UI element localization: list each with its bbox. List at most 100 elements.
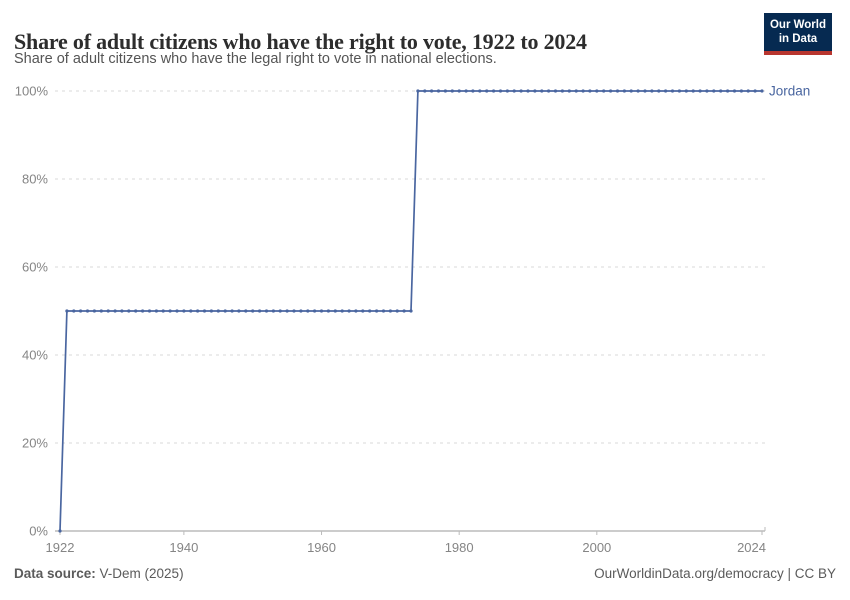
data-point[interactable] [251,309,255,313]
data-point[interactable] [457,89,461,93]
data-point[interactable] [712,89,716,93]
entity-label[interactable]: Jordan [769,84,810,99]
data-point[interactable] [120,309,124,313]
data-point[interactable] [326,309,330,313]
data-point[interactable] [189,309,193,313]
data-point[interactable] [547,89,551,93]
data-point[interactable] [615,89,620,93]
data-point[interactable] [664,89,668,93]
data-point[interactable] [319,309,324,313]
data-point[interactable] [719,89,723,93]
data-point[interactable] [354,309,358,313]
data-point[interactable] [134,309,138,313]
data-point[interactable] [636,89,640,93]
data-point[interactable] [498,89,503,93]
data-point[interactable] [292,309,296,313]
data-point[interactable] [492,89,496,93]
data-point[interactable] [622,89,627,93]
data-point[interactable] [574,89,578,93]
data-point[interactable] [732,89,737,93]
data-point[interactable] [402,309,406,313]
data-point[interactable] [567,89,571,93]
chart-svg[interactable]: 0% 20% 40% 60% 80% 100% 1922 1940 1960 1980 2000 20… [0,75,850,560]
data-point[interactable] [443,89,447,93]
data-point[interactable] [147,309,152,313]
data-point[interactable] [471,89,475,93]
data-point[interactable] [602,89,606,93]
data-point[interactable] [368,309,372,313]
data-point[interactable] [705,89,709,93]
data-point[interactable] [65,309,69,313]
data-point[interactable] [306,309,310,313]
data-point[interactable] [154,309,158,313]
data-point[interactable] [526,89,530,93]
data-point[interactable] [388,309,392,313]
data-point[interactable] [753,89,757,93]
data-point[interactable] [299,309,303,313]
data-point[interactable] [450,89,454,93]
data-point[interactable] [670,89,675,93]
data-point[interactable] [285,309,289,313]
data-point[interactable] [560,89,565,93]
chart-area[interactable]: 0% 20% 40% 60% 80% 100% 1922 1940 1960 1980 2000 20… [0,75,850,560]
data-point[interactable] [85,309,90,313]
data-point[interactable] [657,89,661,93]
data-point[interactable] [340,309,344,313]
data-point[interactable] [72,309,76,313]
data-point[interactable] [423,89,427,93]
data-point[interactable] [409,309,413,313]
data-point[interactable] [540,89,544,93]
data-point[interactable] [698,89,702,93]
data-point[interactable] [677,89,682,93]
data-point[interactable] [726,89,730,93]
data-point[interactable] [464,89,468,93]
data-point[interactable] [106,309,110,313]
data-point[interactable] [519,89,523,93]
data-point[interactable] [92,309,96,313]
data-point[interactable] [271,309,275,313]
data-point[interactable] [416,89,420,93]
data-point[interactable] [216,309,220,313]
data-point[interactable] [196,309,200,313]
data-point[interactable] [113,309,117,313]
data-point[interactable] [581,89,585,93]
data-point[interactable] [512,89,516,93]
data-point[interactable] [264,309,269,313]
data-point[interactable] [237,309,241,313]
data-point[interactable] [588,89,592,93]
data-point[interactable] [395,309,399,313]
data-point[interactable] [553,89,558,93]
data-point[interactable] [182,309,186,313]
data-point[interactable] [209,309,213,313]
data-point[interactable] [595,89,599,93]
data-point[interactable] [485,89,489,93]
data-point[interactable] [79,309,83,313]
data-point[interactable] [202,309,207,313]
owid-logo[interactable]: Our World in Data [764,13,832,55]
data-point[interactable] [141,309,145,313]
data-point[interactable] [375,309,379,313]
data-point[interactable] [230,309,234,313]
data-point[interactable] [313,309,317,313]
data-point[interactable] [533,89,537,93]
data-point[interactable] [361,309,365,313]
data-point[interactable] [258,309,262,313]
data-point[interactable] [760,89,764,93]
data-point[interactable] [643,89,647,93]
data-point[interactable] [505,89,509,93]
data-point[interactable] [381,309,386,313]
data-point[interactable] [629,89,633,93]
data-point[interactable] [609,89,613,93]
data-point[interactable] [684,89,688,93]
data-point[interactable] [168,309,172,313]
data-point[interactable] [347,309,351,313]
data-point[interactable] [278,309,282,313]
data-point[interactable] [175,309,179,313]
data-point[interactable] [436,89,441,93]
data-point[interactable] [746,89,750,93]
data-point[interactable] [127,309,131,313]
data-point[interactable] [333,309,337,313]
data-point[interactable] [691,89,695,93]
data-point[interactable] [99,309,103,313]
data-point[interactable] [739,89,744,93]
